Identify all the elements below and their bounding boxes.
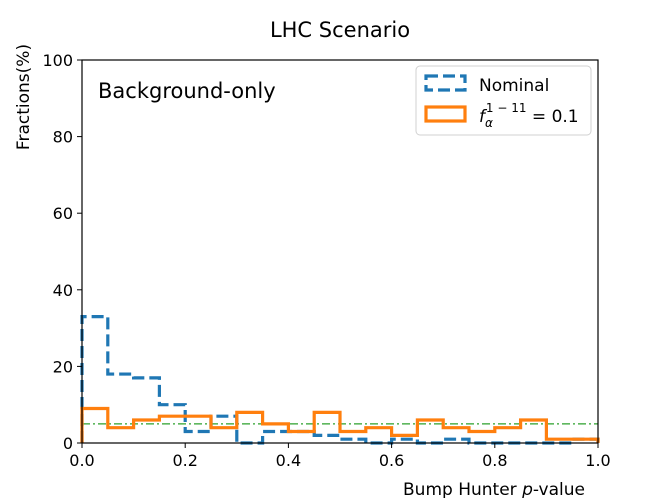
x-tick-label: 0.4 bbox=[276, 451, 301, 470]
y-axis-label: Fractions(%) bbox=[14, 44, 34, 150]
legend-label-falpha-sub: α bbox=[485, 116, 493, 130]
legend-label-falpha-base: f bbox=[479, 107, 488, 127]
legend-swatch-falpha bbox=[424, 105, 467, 123]
x-tick-label: 0.6 bbox=[379, 451, 404, 470]
plot-area: 0.0 0.2 0.4 0.6 0.8 1.0 0 20 40 60 80 100 bbox=[42, 51, 610, 470]
y-tick-label: 20 bbox=[53, 357, 73, 376]
x-axis-label-prefix: Bump Hunter bbox=[403, 480, 522, 498]
annotation-background-only: Background-only bbox=[98, 79, 276, 103]
x-axis-label-suffix: -value bbox=[533, 480, 585, 498]
x-axis-label-p: p bbox=[521, 480, 533, 498]
y-tick-label: 100 bbox=[42, 51, 73, 70]
chart-title: LHC Scenario bbox=[270, 18, 410, 42]
legend-frame bbox=[415, 65, 592, 136]
y-tick-label: 80 bbox=[53, 128, 73, 147]
legend: Nominal fα1 − 11 = 0.1 bbox=[415, 65, 592, 136]
y-tick-label: 60 bbox=[53, 204, 73, 223]
y-tick-label: 0 bbox=[63, 434, 73, 453]
y-tick-label: 40 bbox=[53, 281, 73, 300]
legend-label-nominal: Nominal bbox=[479, 76, 549, 96]
legend-label-falpha-tail: = 0.1 bbox=[527, 107, 579, 127]
plot-frame bbox=[81, 59, 599, 444]
series-falpha-step bbox=[80, 406, 600, 443]
x-tick-label: 1.0 bbox=[585, 451, 610, 470]
legend-label-falpha-sup: 1 − 11 bbox=[486, 101, 527, 115]
x-tick-label: 0.0 bbox=[69, 451, 94, 470]
x-tick-label: 0.2 bbox=[172, 451, 197, 470]
x-tick-label: 0.8 bbox=[482, 451, 507, 470]
legend-label-falpha: fα1 − 11 = 0.1 bbox=[479, 101, 579, 130]
x-axis-label: Bump Hunter p-value bbox=[403, 480, 585, 498]
legend-swatch-nominal bbox=[424, 74, 467, 92]
